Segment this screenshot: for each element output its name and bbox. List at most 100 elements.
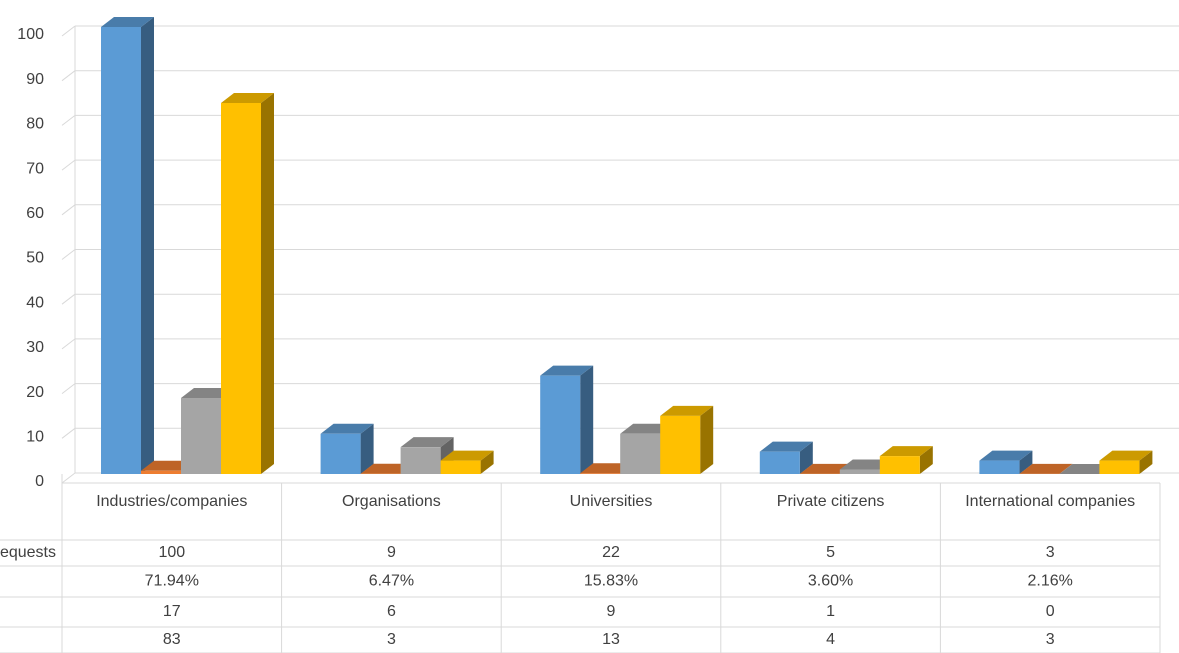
- bar: [181, 398, 221, 474]
- bar-side: [1139, 450, 1153, 474]
- bar-top: [320, 423, 374, 434]
- table-cell: 0: [1046, 603, 1055, 620]
- grid-line: [61, 25, 76, 37]
- table-cell: 4: [826, 631, 835, 648]
- bar-top: [799, 463, 853, 474]
- bar-side: [580, 365, 594, 474]
- y-tick-label: 0: [35, 473, 44, 490]
- table-cell: 100: [158, 544, 185, 561]
- y-tick-label: 30: [26, 339, 44, 356]
- bar-top: [839, 459, 893, 470]
- grid-line: [61, 159, 76, 171]
- x-tick-label: Universities: [569, 493, 653, 510]
- bar: [839, 469, 880, 474]
- bar: [320, 433, 361, 474]
- bar: [540, 375, 581, 474]
- y-tick-label: 100: [17, 26, 44, 43]
- bar-top: [759, 441, 813, 452]
- bar-side: [1019, 450, 1033, 474]
- table-cell: 17: [163, 603, 181, 620]
- category-cell: Universities: [569, 493, 653, 510]
- bar: [660, 415, 701, 474]
- table-cell: 6.47%: [369, 573, 414, 590]
- y-tick-label: 50: [26, 250, 44, 267]
- category-cell: Industries/companies: [96, 493, 248, 510]
- grid-line: [61, 115, 76, 126]
- bar-side: [799, 441, 813, 474]
- table-cell: 9: [607, 603, 616, 620]
- grid-line: [61, 427, 76, 439]
- bar-top: [979, 450, 1033, 461]
- y-tick-label: 60: [26, 205, 44, 222]
- bar: [979, 460, 1020, 474]
- x-tick-label: Industries/companies: [96, 493, 248, 510]
- bar: [101, 27, 141, 474]
- table-cell: 2.16%: [1028, 573, 1073, 590]
- grid-line: [61, 338, 76, 350]
- bar-top: [1019, 463, 1073, 474]
- bar-top: [360, 463, 414, 474]
- table-cell: 5: [826, 544, 835, 561]
- x-tick-label: Organisations: [342, 493, 441, 510]
- table-cell: 3: [1046, 631, 1055, 648]
- bar: [141, 470, 181, 474]
- grid-line: [61, 70, 76, 82]
- category-cell: Organisations: [342, 493, 441, 510]
- table-cell: 22: [602, 544, 620, 561]
- x-tick-label: International companies: [965, 493, 1136, 510]
- table-cell: 3: [387, 631, 396, 648]
- table-cell: 71.94%: [145, 573, 199, 590]
- bar-top: [660, 405, 714, 416]
- bar-top: [141, 460, 194, 471]
- bar-top: [580, 463, 634, 474]
- bar: [1099, 460, 1140, 474]
- grid-line: [61, 383, 76, 394]
- table-cell: 1: [826, 603, 835, 620]
- grid-line: [61, 472, 76, 484]
- bar-top: [620, 423, 674, 434]
- bar-top: [540, 365, 594, 376]
- table-cell: 3.60%: [808, 573, 853, 590]
- bar-side: [1059, 463, 1073, 474]
- y-tick-label: 80: [26, 116, 44, 133]
- bar-top: [1059, 464, 1113, 474]
- table-cell: 15.83%: [584, 573, 638, 590]
- y-tick-label: 90: [26, 71, 44, 88]
- bar-side: [261, 92, 274, 475]
- bar-side: [480, 450, 494, 474]
- bar: [400, 447, 441, 474]
- y-tick-label: 70: [26, 160, 44, 177]
- bar: [580, 473, 621, 474]
- y-tick-label: 20: [26, 384, 44, 401]
- bar-side: [700, 405, 714, 474]
- bar-top: [221, 92, 274, 103]
- bar: [620, 433, 661, 474]
- bar-top: [181, 388, 234, 399]
- bar-top: [1099, 450, 1153, 461]
- table-cell: 9: [387, 544, 396, 561]
- bar: [759, 451, 800, 474]
- table-cell: 13: [602, 631, 620, 648]
- x-tick-label: Private citizens: [776, 493, 885, 510]
- grid-line: [61, 293, 76, 305]
- bar-side: [360, 423, 374, 474]
- bar-top: [879, 446, 933, 457]
- y-tick-label: 40: [26, 294, 44, 311]
- bar-side: [919, 446, 933, 474]
- y-tick-label: 10: [26, 429, 44, 446]
- category-cell: Private citizens: [776, 493, 885, 510]
- bar: [879, 456, 920, 474]
- table-cell: 6: [387, 603, 396, 620]
- bar: [221, 102, 261, 475]
- bar: [440, 460, 481, 474]
- grid-line: [61, 204, 76, 216]
- bar-top: [101, 17, 154, 27]
- bar-side: [141, 17, 154, 474]
- table-cell: 83: [163, 631, 181, 648]
- grid-line: [61, 249, 76, 260]
- bar-top: [440, 450, 494, 461]
- bar-top: [400, 437, 454, 448]
- legend-label: Requests: [0, 544, 56, 561]
- table-cell: 3: [1046, 544, 1055, 561]
